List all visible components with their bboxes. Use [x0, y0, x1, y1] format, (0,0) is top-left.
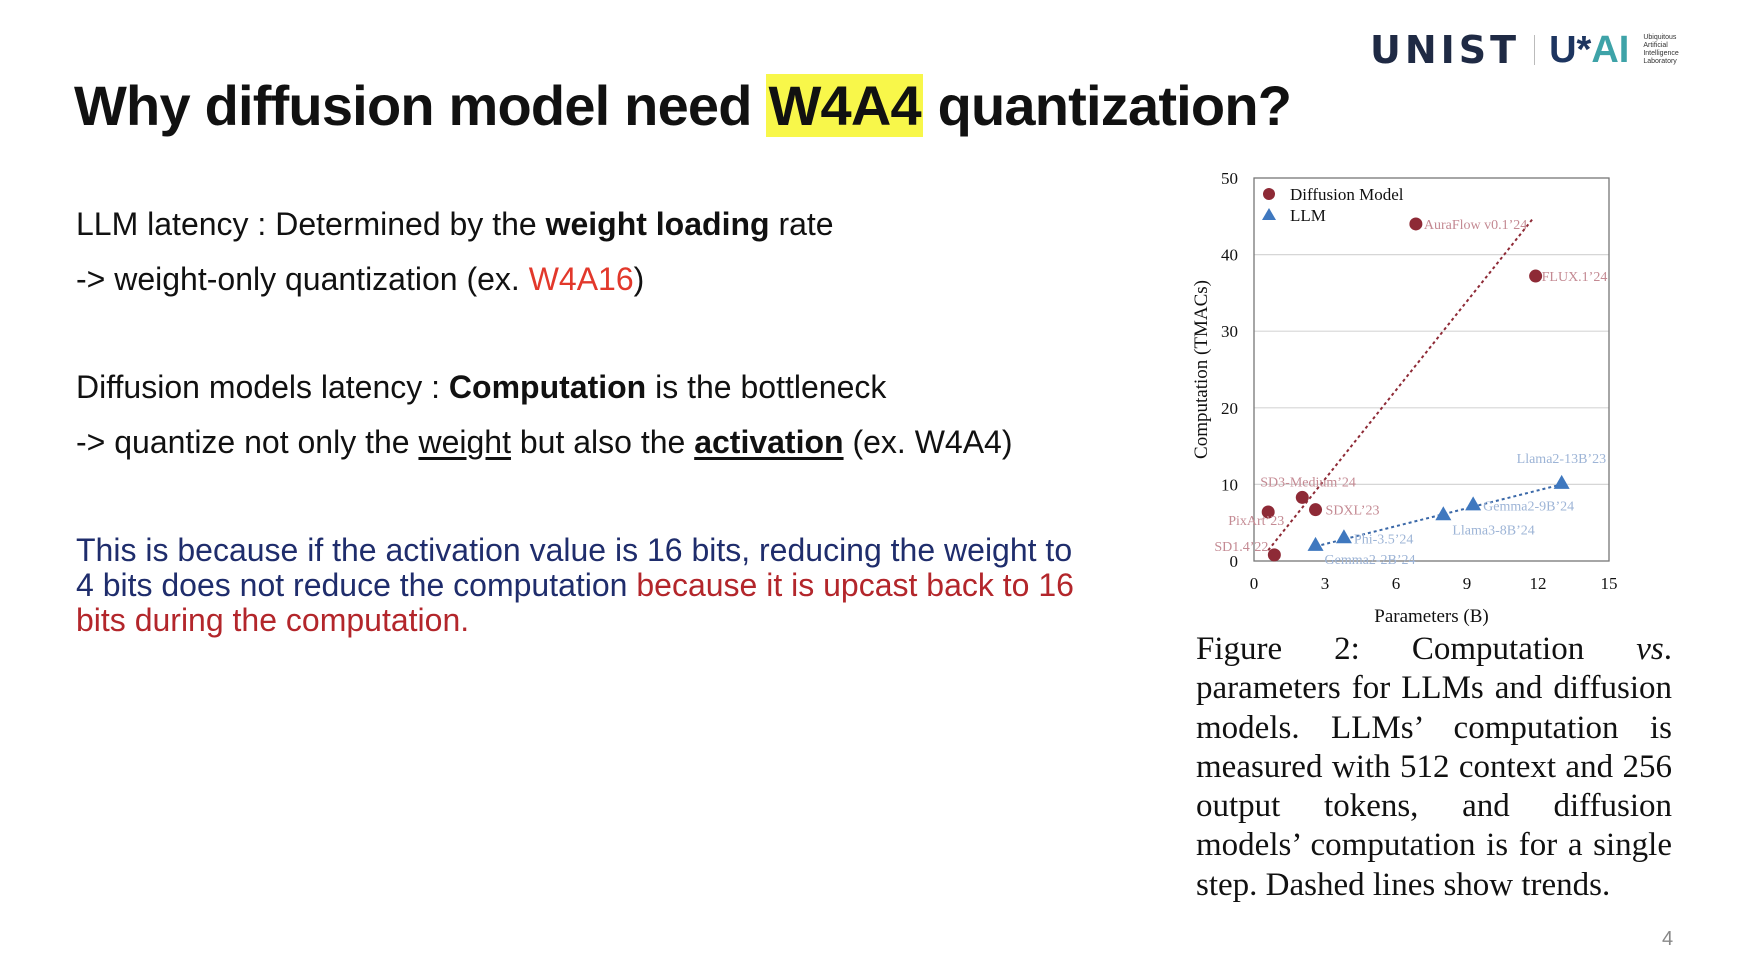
lab-line: Laboratory — [1643, 58, 1677, 65]
title-text: Why diffusion model need — [74, 74, 767, 137]
point-label: PixArt’23 — [1228, 514, 1284, 529]
y-tick-label: 20 — [1221, 399, 1238, 418]
text-red: W4A16 — [528, 261, 634, 297]
text-bold-underline: activation — [694, 424, 844, 460]
y-tick-label: 40 — [1221, 246, 1238, 265]
title-text-end: quantization? — [922, 74, 1292, 137]
data-point-circle — [1409, 217, 1423, 231]
caption-text: Figure 2: Computation — [1196, 631, 1637, 667]
text-blue: This is because if the activation value … — [76, 532, 1073, 603]
figure-caption: Figure 2: Computation vs. parameters for… — [1196, 630, 1672, 905]
unist-logo: UNIST — [1370, 28, 1521, 72]
y-axis-label: Computation (TMACs) — [1191, 280, 1212, 459]
data-point-circle — [1295, 490, 1309, 504]
text: -> weight-only quantization (ex. — [76, 261, 529, 297]
logo-divider — [1534, 35, 1536, 65]
data-point-triangle — [1553, 474, 1570, 489]
point-label: AuraFlow v0.1’24 — [1424, 218, 1527, 233]
y-tick-label: 0 — [1230, 552, 1239, 571]
y-tick-label: 50 — [1221, 169, 1238, 188]
point-label: Phi-3.5’24 — [1354, 532, 1414, 547]
text: LLM latency : Determined by the — [76, 206, 546, 242]
point-label: Llama2-13B’23 — [1517, 452, 1606, 467]
text: Diffusion models latency : — [76, 369, 449, 405]
text: is the bottleneck — [646, 369, 887, 405]
point-label: Llama3-8B’24 — [1452, 523, 1534, 538]
point-label: SD3-Medium’24 — [1260, 475, 1356, 490]
text: ) — [633, 261, 645, 297]
uai-u: U* — [1549, 29, 1592, 71]
trend-line — [1267, 218, 1534, 551]
body-line-3: Diffusion models latency : Computation i… — [76, 369, 886, 406]
lab-line: Artificial — [1643, 42, 1668, 49]
text-bold: weight loading — [545, 206, 770, 242]
x-tick-label: 9 — [1463, 574, 1472, 593]
plot-frame — [1253, 177, 1610, 562]
data-point-triangle — [1307, 536, 1324, 551]
x-tick-label: 12 — [1530, 574, 1547, 593]
logo: UNIST U*AI Ubiquitous Artificial Intellige… — [1370, 30, 1679, 70]
legend-triangle-icon — [1262, 208, 1276, 220]
x-tick-label: 15 — [1601, 574, 1618, 593]
point-label: Gemma2-9B’24 — [1483, 499, 1574, 514]
data-point-circle — [1529, 269, 1543, 283]
caption-italic: vs — [1636, 631, 1664, 667]
text: (ex. W4A4) — [843, 424, 1013, 460]
data-point-circle — [1309, 503, 1323, 517]
data-point-triangle — [1465, 496, 1482, 511]
point-label: Gemma2-2B’24 — [1325, 553, 1416, 568]
point-label: FLUX.1’24 — [1542, 270, 1608, 285]
text-bold: Computation — [448, 369, 647, 405]
y-tick-label: 10 — [1221, 475, 1238, 494]
text: -> quantize not only the — [76, 424, 419, 460]
lab-name: Ubiquitous Artificial Intelligence Laborato… — [1643, 34, 1678, 66]
body-line-4: -> quantize not only the weight but also… — [76, 424, 1012, 461]
point-label: SDXL’23 — [1326, 504, 1380, 519]
data-point-circle — [1261, 505, 1275, 519]
body-line-1: LLM latency : Determined by the weight l… — [76, 206, 834, 243]
page-number: 4 — [1662, 928, 1674, 950]
title-highlight: W4A4 — [766, 74, 923, 137]
uai-ai: AI — [1591, 29, 1630, 71]
lab-line: Ubiquitous — [1643, 34, 1677, 41]
legend-circle-icon — [1263, 188, 1275, 200]
legend-label: Diffusion Model — [1290, 185, 1404, 204]
text: rate — [769, 206, 834, 242]
x-axis-label: Parameters (B) — [1374, 606, 1488, 627]
slide-title: Why diffusion model need W4A4 quantizati… — [74, 74, 1292, 137]
legend-label: LLM — [1290, 206, 1326, 225]
y-tick-label: 30 — [1221, 322, 1238, 341]
data-point-circle — [1267, 548, 1281, 562]
x-tick-label: 6 — [1392, 574, 1401, 593]
x-tick-label: 3 — [1321, 574, 1330, 593]
point-label: SD1.4’22 — [1214, 540, 1268, 555]
x-tick-label: 0 — [1250, 574, 1259, 593]
scatter-chart: 0 10 20 30 40 50 0 3 6 9 12 15 Parameters (B) Computa… — [1191, 169, 1618, 627]
text-underline: weight — [418, 424, 511, 460]
explanation-paragraph: This is because if the activation value … — [76, 533, 1086, 638]
text-red: because it is upcast back to 16 bits dur… — [76, 567, 1074, 638]
caption-text: . parameters for LLMs and diffusion mode… — [1196, 631, 1672, 903]
data-point-triangle — [1435, 506, 1452, 521]
uai-logo: U*AI — [1549, 30, 1629, 70]
lab-line: Intelligence — [1643, 50, 1679, 57]
text: but also the — [510, 424, 695, 460]
data-point-triangle — [1335, 529, 1352, 544]
body-line-2: -> weight-only quantization (ex. W4A16) — [76, 261, 644, 298]
